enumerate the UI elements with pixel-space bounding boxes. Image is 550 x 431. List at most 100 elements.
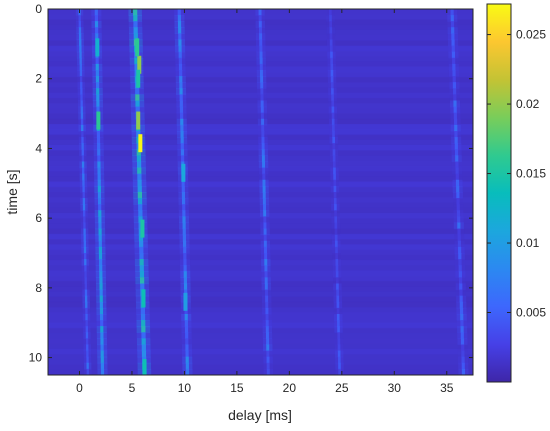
heatmap-cell <box>84 271 87 278</box>
heatmap-cell <box>83 234 86 242</box>
heatmap-cell <box>335 259 339 266</box>
heatmap-cell-halo <box>175 45 186 53</box>
heatmap-cell <box>452 70 456 77</box>
heatmap-cell-halo <box>132 161 146 169</box>
heatmap-cell-halo <box>76 57 85 65</box>
heatmap-row <box>48 249 473 256</box>
heatmap-cell-halo <box>328 112 338 120</box>
heatmap-cell-halo <box>458 368 469 375</box>
heatmap-path-5 <box>326 9 344 375</box>
heatmap-cell <box>177 21 182 28</box>
heatmap-cell-halo <box>447 21 458 28</box>
heatmap-row <box>48 369 473 375</box>
heatmap-cell <box>84 277 87 285</box>
heatmap-cell-halo <box>255 15 265 22</box>
heatmap-row <box>48 202 473 209</box>
heatmap-cell-halo <box>179 234 190 242</box>
heatmap-cell-halo <box>458 362 469 370</box>
heatmap-cell-halo <box>95 277 106 285</box>
heatmap-cell <box>454 124 458 132</box>
heatmap-cell-halo <box>79 179 88 187</box>
heatmap-cell <box>96 94 100 102</box>
heatmap-cell-halo <box>455 277 466 285</box>
heatmap-cell <box>259 33 263 41</box>
heatmap-cell-halo <box>331 228 341 236</box>
heatmap-cell-halo <box>91 33 102 41</box>
heatmap-cell <box>99 265 103 272</box>
x-tick-label: 30 <box>388 381 402 395</box>
heatmap-cell <box>182 204 186 211</box>
heatmap-cell-halo <box>97 344 108 352</box>
heatmap-cell-halo <box>326 27 336 34</box>
heatmap-cell-halo <box>181 314 192 321</box>
heatmap-cell-halo <box>82 307 91 315</box>
heatmap-cell-halo <box>457 350 468 358</box>
heatmap-cell <box>338 362 341 370</box>
heatmap-cell <box>97 185 101 193</box>
heatmap-cell-halo <box>332 253 341 260</box>
heatmap-cell-halo <box>177 143 188 150</box>
heatmap-cell-halo <box>330 185 340 193</box>
heatmap-cell-halo <box>448 45 459 53</box>
heatmap-cell-halo <box>335 362 344 370</box>
heatmap-cell-halo <box>94 173 105 181</box>
heatmap-cell-halo <box>182 362 193 370</box>
heatmap-cell-halo <box>262 301 272 309</box>
heatmap-cell-halo <box>256 57 266 65</box>
heatmap-cell <box>458 253 462 260</box>
heatmap-cell <box>454 131 458 138</box>
heatmap-cell <box>335 253 338 260</box>
heatmap-cell <box>98 234 102 242</box>
heatmap-cell-halo <box>333 295 342 303</box>
heatmap-cell-halo <box>455 289 466 297</box>
heatmap-cell-halo <box>78 118 86 126</box>
heatmap-cell <box>141 338 146 346</box>
heatmap-cell <box>86 368 89 375</box>
heatmap-cell-halo <box>262 320 272 327</box>
heatmap-cell <box>136 155 142 163</box>
heatmap-cell-halo <box>326 33 336 41</box>
heatmap-cell-halo <box>454 240 465 248</box>
heatmap-cell-halo <box>453 204 464 211</box>
colorbar-frame <box>486 3 512 383</box>
heatmap-row <box>48 160 473 167</box>
heatmap-cell <box>137 173 142 181</box>
heatmap-cell-halo <box>77 82 85 89</box>
heatmap-cell-halo <box>452 185 463 193</box>
heatmap-cell <box>85 314 88 321</box>
x-tick-label: 35 <box>440 381 454 395</box>
heatmap-cell <box>264 246 267 254</box>
heatmap-cell-halo <box>327 45 336 53</box>
heatmap-cell-halo <box>256 45 266 53</box>
heatmap-cell <box>181 192 186 199</box>
heatmap-cell <box>185 338 189 346</box>
heatmap-hotspot-2 <box>136 111 141 130</box>
heatmap-cell <box>99 314 104 321</box>
heatmap-cell <box>139 253 144 260</box>
heatmap-row <box>48 327 473 334</box>
heatmap-cell-halo <box>256 70 267 77</box>
heatmap-cell-halo <box>134 246 149 254</box>
heatmap-cell <box>81 149 84 156</box>
heatmap-cell <box>184 320 188 327</box>
heatmap-cell-halo <box>94 192 105 199</box>
heatmap-cell <box>97 173 101 181</box>
heatmap-cell-halo <box>176 106 187 114</box>
heatmap-cell-halo <box>181 344 192 352</box>
y-tick-label: 0 <box>35 2 42 16</box>
heatmap-cell <box>80 94 83 102</box>
heatmap-cell-halo <box>260 246 271 254</box>
heatmap-cell-halo <box>94 185 105 193</box>
heatmap-cell-halo <box>452 167 463 175</box>
heatmap-hotspot-8 <box>142 359 147 375</box>
heatmap-cell <box>133 27 138 34</box>
heatmap-cell <box>100 368 105 375</box>
heatmap-cell <box>458 246 462 254</box>
heatmap-cell-halo <box>175 76 186 83</box>
heatmap-cell-halo <box>263 344 273 352</box>
heatmap-cell-halo <box>132 167 146 175</box>
heatmap-cell-halo <box>175 57 186 65</box>
heatmap-cell <box>451 45 455 53</box>
heatmap-row <box>48 364 473 371</box>
heatmap-cell <box>80 118 84 126</box>
